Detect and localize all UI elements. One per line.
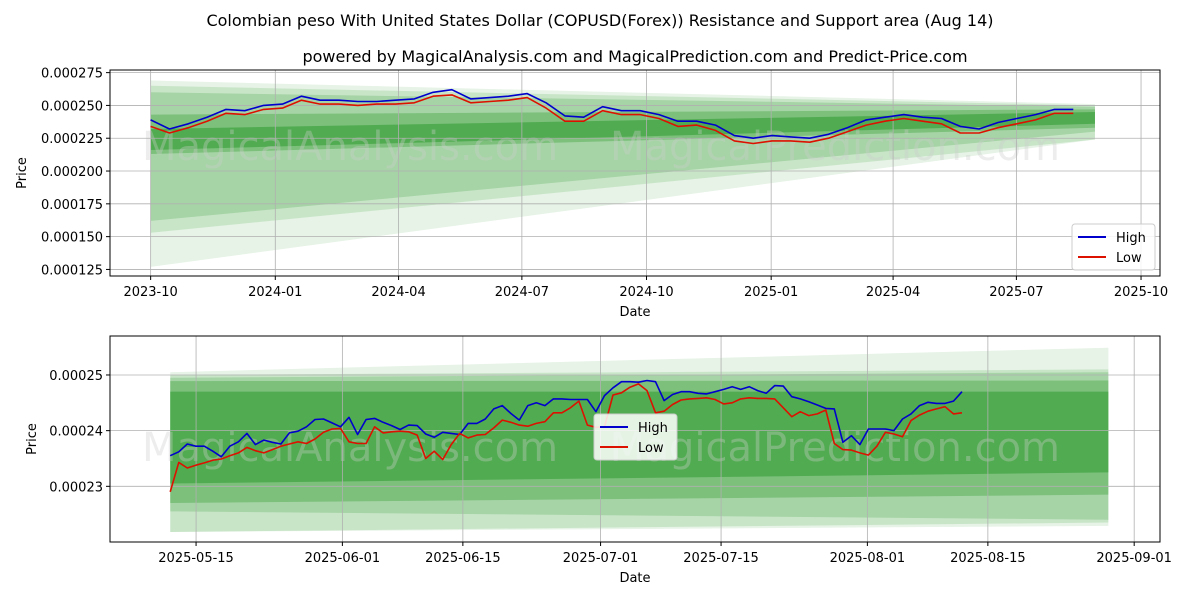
plot-area: MagicalAnalysis.com MagicalPrediction.com [110,70,1160,276]
x-tick-label: 2025-07-15 [683,551,759,566]
legend: High Low [593,413,678,461]
y-tick-label: 0.000150 [41,231,103,246]
y-tick-label: 0.00024 [49,425,103,440]
legend-box [1071,223,1156,271]
y-axis-label: Price [25,423,40,455]
top-panel: MagicalAnalysis.com MagicalPrediction.com… [15,67,1168,320]
y-tick-label: 0.00023 [49,480,103,495]
chart-subtitle: powered by MagicalAnalysis.com and Magic… [302,47,967,66]
chart-title: Colombian peso With United States Dollar… [206,11,993,30]
x-tick-label: 2025-06-15 [425,551,501,566]
y-tick-label: 0.000125 [41,263,103,278]
plot-frame [109,335,1161,543]
legend-label-high: High [1116,231,1146,246]
y-tick-label: 0.000200 [41,165,103,180]
x-tick-label: 2025-08-01 [830,551,906,566]
legend-label-low: Low [638,441,664,456]
x-tick-label: 2023-10 [123,285,177,300]
series-line-low [150,94,1074,145]
x-tick-label: 2024-04 [371,285,425,300]
band-4 [150,111,1095,151]
x-tick-label: 2025-10 [1114,285,1168,300]
series-line-low [169,383,963,493]
watermark: MagicalAnalysis.com [142,425,558,471]
legend-label-low: Low [1116,251,1142,266]
legend-label-high: High [638,421,668,436]
x-tick-label: 2025-07-01 [563,551,639,566]
watermark: MagicalPrediction.com [610,124,1060,170]
x-tick-label: 2024-07 [495,285,549,300]
series-line-high [169,379,963,458]
x-tick-label: 2025-06-01 [305,551,381,566]
watermark: MagicalAnalysis.com [142,124,558,170]
y-tick-label: 0.000250 [41,99,103,114]
y-tick-label: 0.00025 [49,369,103,384]
y-tick-label: 0.000275 [41,67,103,82]
x-tick-label: 2025-09-01 [1096,551,1172,566]
x-tick-label: 2025-08-15 [950,551,1026,566]
y-tick-label: 0.000175 [41,198,103,213]
x-axis-label: Date [619,571,650,586]
x-tick-label: 2024-01 [248,285,302,300]
x-tick-label: 2025-05-15 [158,551,234,566]
plot-frame [109,69,1161,277]
x-tick-label: 2025-07 [989,285,1043,300]
bottom-panel: MagicalAnalysis.com MagicalPrediction.com… [25,335,1172,586]
watermark: MagicalPrediction.com [610,425,1060,471]
y-tick-label: 0.000225 [41,132,103,147]
x-axis-label: Date [619,305,650,320]
series-line-high [150,88,1074,139]
x-tick-label: 2025-04 [866,285,920,300]
y-axis-label: Price [15,157,30,189]
x-tick-label: 2024-10 [619,285,673,300]
legend-box [593,413,678,461]
x-tick-label: 2025-01 [744,285,798,300]
legend: High Low [1071,223,1156,271]
